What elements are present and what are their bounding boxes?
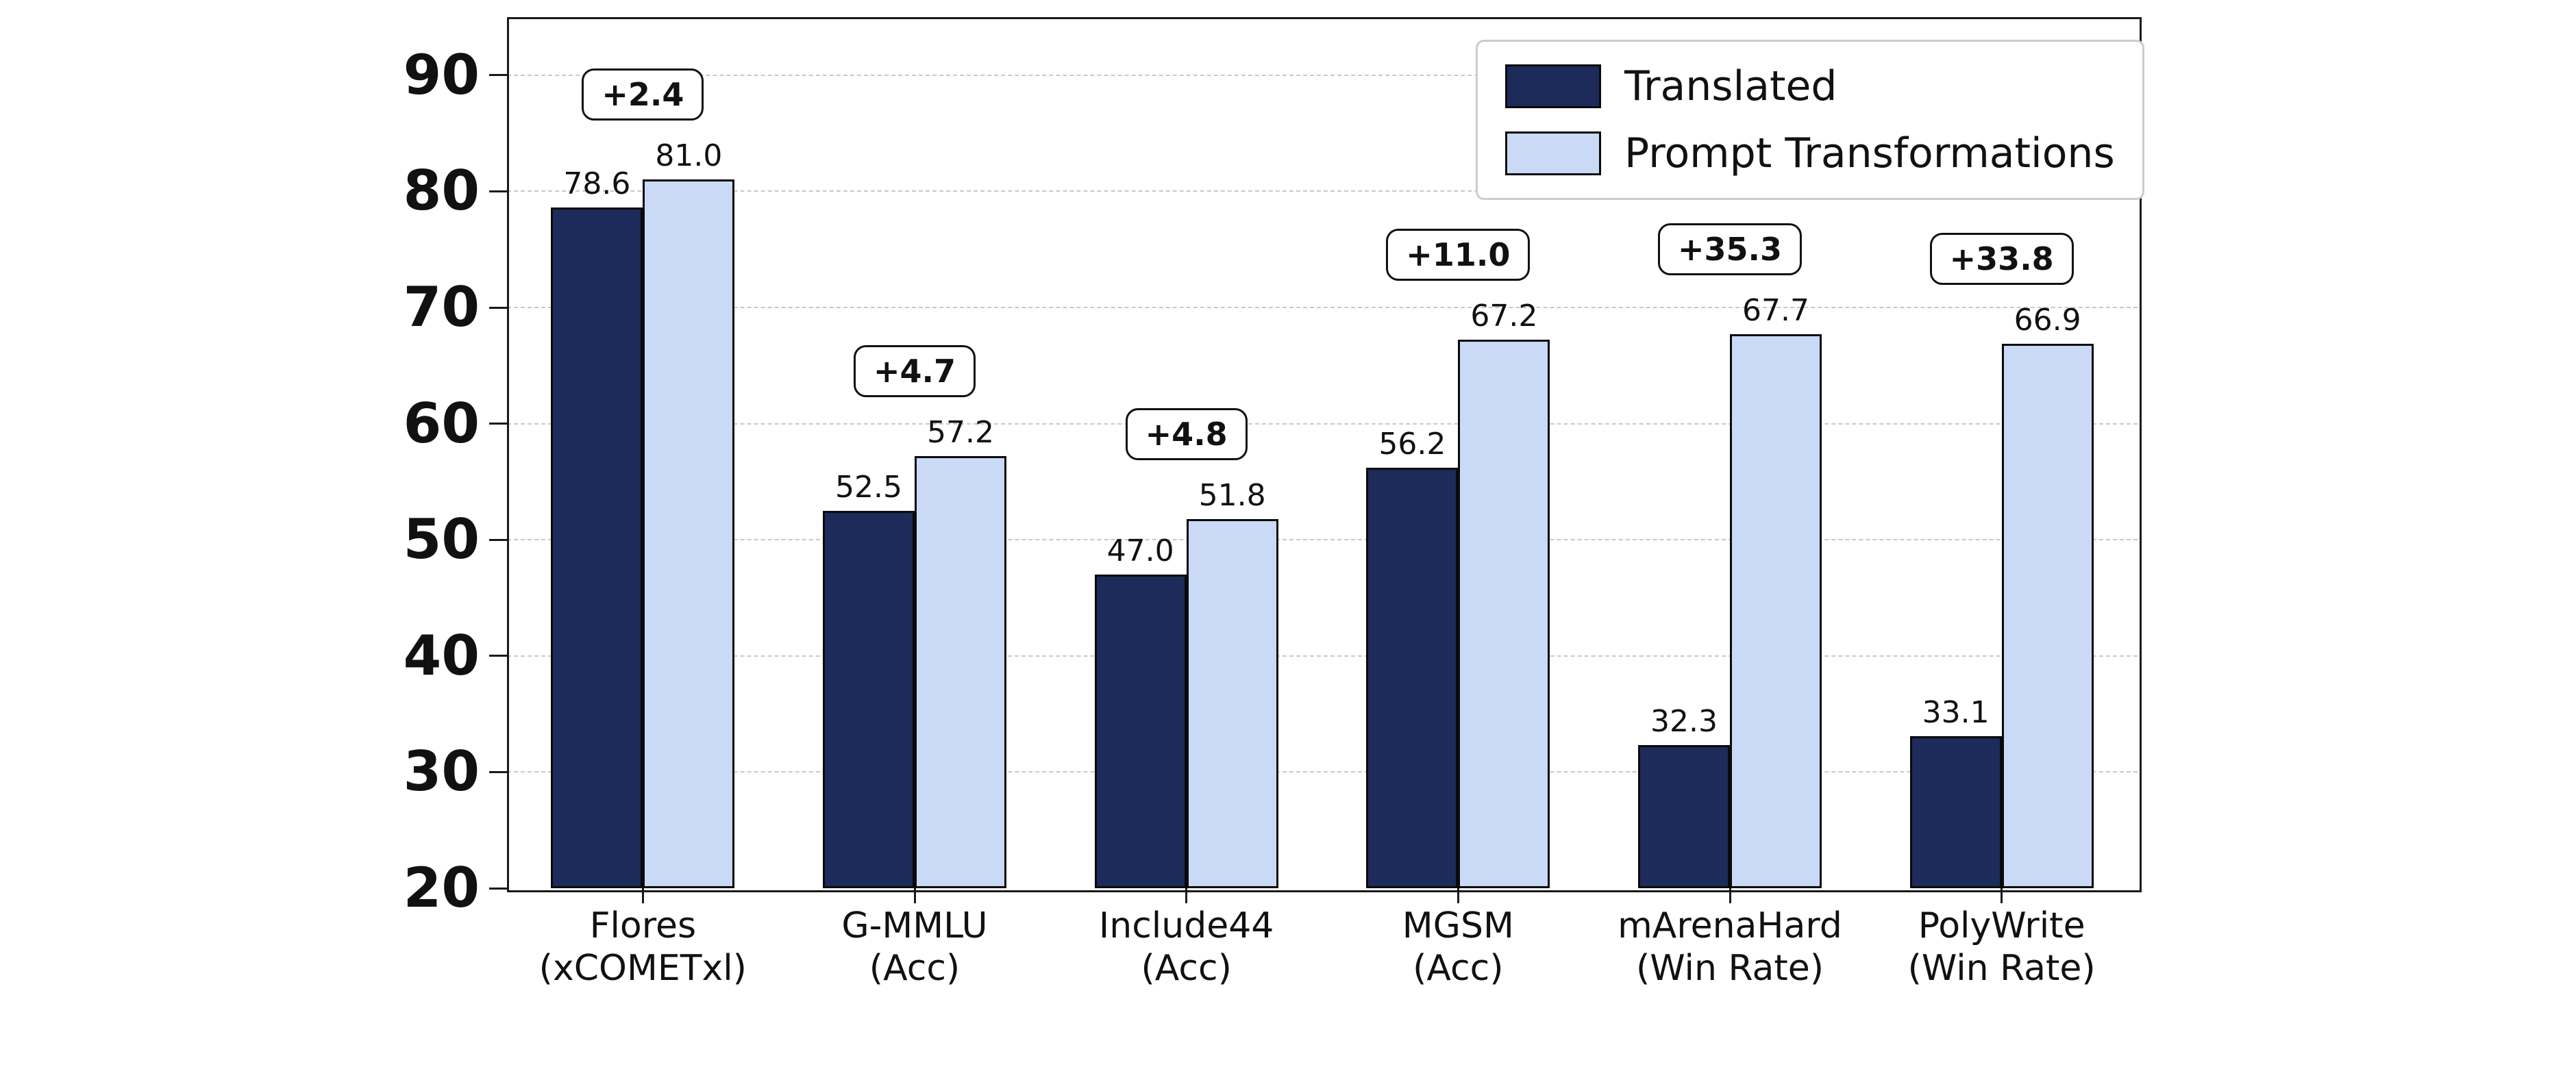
gridline [507, 539, 2138, 541]
bar-translated [1094, 575, 1187, 888]
value-label: 51.8 [1198, 477, 1266, 513]
legend-swatch-translated [1505, 64, 1601, 108]
value-label: 52.5 [835, 469, 902, 505]
bar-prompt-transformations [643, 179, 735, 888]
y-axis-tick-label: 30 [403, 740, 480, 804]
y-axis-tick-label: 50 [403, 507, 480, 572]
bar-prompt-transformations [1186, 518, 1278, 888]
y-axis-tick [489, 538, 507, 541]
x-axis-tick [1729, 888, 1731, 903]
category-metric: (Acc) [1413, 948, 1504, 989]
category-metric: (Acc) [869, 948, 961, 989]
legend-label-prompt-transformations: Prompt Transformations [1624, 129, 2115, 177]
gridline [507, 307, 2138, 308]
gridline [507, 190, 2138, 192]
category-metric: (Win Rate) [1907, 948, 2096, 989]
bar-translated [1909, 735, 2002, 888]
y-axis-tick [489, 190, 507, 192]
value-label: 78.6 [563, 166, 631, 202]
category-name: Flores [589, 905, 697, 946]
category-name: G-MMLU [841, 905, 988, 946]
category-name: MGSM [1402, 905, 1514, 946]
y-axis-tick [489, 770, 507, 773]
x-axis-category-label: MGSM (Acc) [1266, 905, 1650, 990]
bar-translated [823, 510, 915, 888]
x-axis-tick [1457, 888, 1459, 903]
x-axis-tick [1185, 888, 1188, 903]
x-axis-category-label: PolyWrite (Win Rate) [1810, 905, 2194, 990]
bar-prompt-transformations [1458, 340, 1550, 888]
bar-prompt-transformations [1730, 334, 1822, 888]
x-axis-tick [641, 888, 644, 903]
x-axis-category-label: Flores (xCOMETxl) [451, 905, 834, 990]
y-axis-tick-label: 60 [403, 391, 480, 455]
delta-badge: +2.4 [582, 68, 704, 121]
value-label: 57.2 [927, 415, 994, 451]
category-name: mArenaHard [1618, 905, 1842, 946]
value-label: 67.2 [1470, 299, 1538, 334]
delta-badge: +11.0 [1386, 229, 1531, 281]
y-axis-tick [489, 74, 507, 77]
bar-translated [1638, 745, 1730, 888]
value-label: 47.0 [1106, 533, 1174, 569]
y-axis-tick-label: 70 [403, 275, 480, 339]
gridline [507, 771, 2138, 773]
bar-translated [551, 207, 643, 888]
y-axis-tick [489, 423, 507, 425]
value-label: 66.9 [2014, 302, 2081, 338]
value-label: 32.3 [1650, 704, 1718, 740]
legend-label-translated: Translated [1624, 62, 1837, 110]
value-label: 56.2 [1378, 427, 1446, 462]
legend: Translated Prompt Transformations [1476, 40, 2144, 200]
legend-item-prompt-transformations: Prompt Transformations [1505, 129, 2115, 177]
x-axis-category-label: Include44 (Acc) [995, 905, 1378, 990]
gridline [507, 423, 2138, 425]
delta-badge: +33.8 [1929, 232, 2074, 285]
category-metric: (Acc) [1141, 948, 1232, 989]
y-axis-tick [489, 655, 507, 657]
bar-translated [1366, 468, 1459, 888]
category-name: Include44 [1098, 905, 1274, 946]
x-axis-category-label: mArenaHard (Win Rate) [1538, 905, 1922, 990]
value-label: 67.7 [1742, 293, 1809, 328]
category-metric: (xCOMETxl) [538, 948, 747, 989]
gridline [507, 74, 2138, 76]
y-axis-tick [489, 306, 507, 309]
value-label: 81.0 [655, 138, 723, 174]
x-axis-tick [913, 888, 916, 903]
gridline [507, 655, 2138, 657]
x-axis-tick [2001, 888, 2003, 903]
y-axis-tick-label: 90 [403, 42, 480, 107]
x-axis-category-label: G-MMLU (Acc) [723, 905, 1106, 990]
y-axis-tick-label: 80 [403, 159, 480, 223]
category-name: PolyWrite [1918, 905, 2085, 946]
y-axis-tick-label: 40 [403, 623, 480, 688]
y-axis-tick-label: 20 [403, 856, 480, 920]
delta-badge: +35.3 [1657, 223, 1803, 275]
category-metric: (Win Rate) [1635, 948, 1824, 989]
y-axis-tick [489, 887, 507, 890]
value-label: 33.1 [1922, 694, 1990, 730]
delta-badge: +4.8 [1125, 407, 1248, 460]
legend-swatch-prompt-transformations [1505, 131, 1601, 175]
bar-prompt-transformations [2001, 343, 2094, 888]
legend-item-translated: Translated [1505, 62, 2115, 110]
delta-badge: +4.7 [853, 345, 976, 398]
bar-prompt-transformations [915, 456, 1006, 888]
